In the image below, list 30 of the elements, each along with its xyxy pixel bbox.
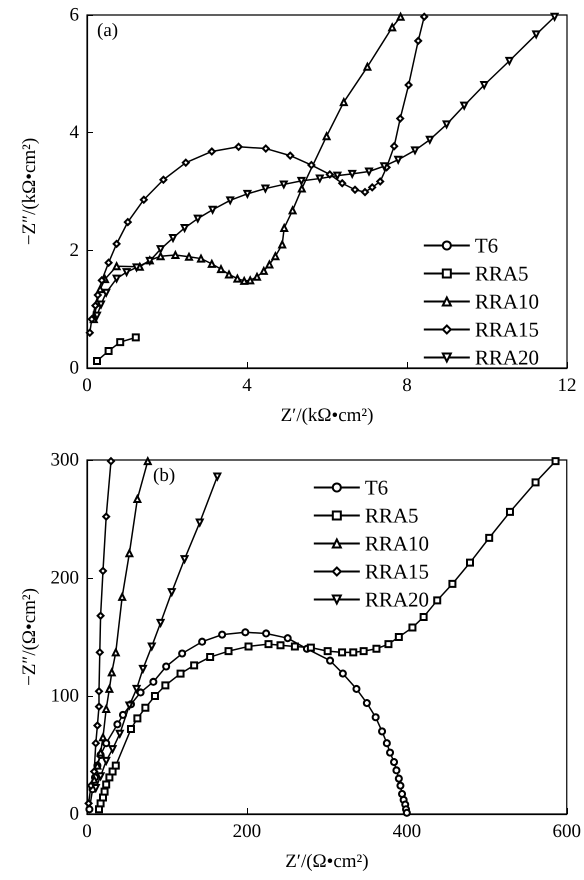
legend-label: RRA15	[364, 560, 430, 584]
annotation: (b)	[153, 465, 176, 486]
x-axis-title: Z′/(Ω•cm²)	[285, 851, 369, 872]
x-tick-label: 400	[392, 821, 422, 842]
legend-label: RRA10	[364, 532, 430, 556]
y-axis-title: −Z″/(kΩ•cm²)	[19, 138, 40, 246]
legend-label: RRA5	[364, 504, 419, 528]
x-tick-label: 12	[558, 375, 576, 396]
legend-label: T6	[364, 476, 388, 500]
annotation: (a)	[97, 20, 118, 41]
legend-label: RRA20	[364, 588, 430, 612]
x-tick-label: 200	[232, 821, 262, 842]
x-tick-label: 4	[242, 375, 252, 396]
y-tick-label: 0	[70, 358, 79, 378]
y-tick-label: 4	[70, 122, 80, 144]
y-tick-label: 100	[50, 686, 79, 706]
legend-label: RRA20	[474, 346, 540, 370]
legend-label: RRA5	[474, 262, 529, 286]
y-tick-label: 6	[70, 4, 79, 26]
y-tick-label: 2	[70, 240, 79, 261]
x-axis-title: Z′/(kΩ•cm²)	[280, 405, 374, 426]
y-axis-title: −Z″/(Ω•cm²)	[19, 588, 40, 686]
x-tick-label: 600	[552, 821, 581, 842]
y-tick-label: 0	[70, 804, 79, 824]
x-tick-label: 8	[402, 375, 412, 396]
legend-label: RRA10	[474, 290, 540, 314]
legend-label: T6	[474, 234, 498, 258]
y-tick-label: 300	[50, 450, 79, 470]
legend-label: RRA15	[474, 318, 540, 342]
y-tick-label: 200	[50, 568, 79, 588]
